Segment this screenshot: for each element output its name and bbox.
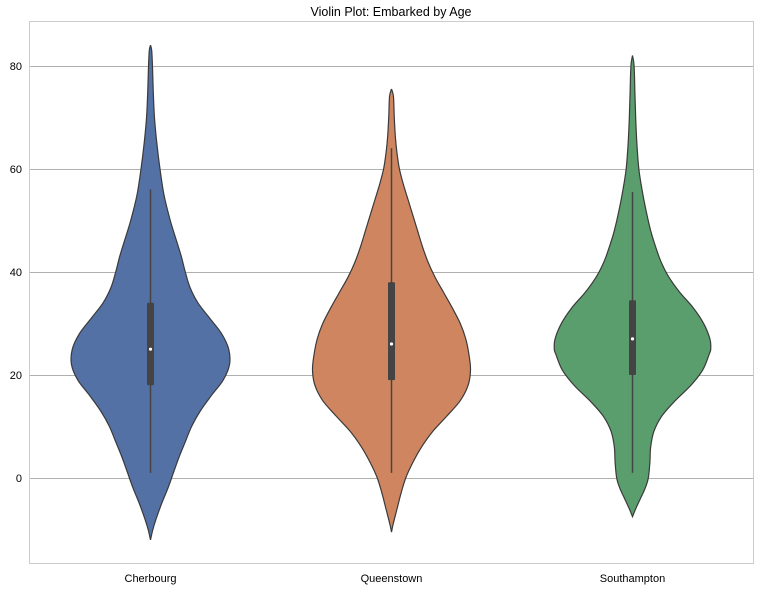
chart-title: Violin Plot: Embarked by Age [311, 5, 472, 19]
y-tick-label: 20 [10, 370, 22, 382]
y-tick-labels: 0 20 40 60 80 [10, 61, 22, 485]
iqr-box [388, 282, 395, 381]
x-tick-labels: Cherbourg Queenstown Southampton [125, 573, 666, 585]
x-tick-label: Cherbourg [125, 573, 177, 585]
inner-boxes [147, 148, 636, 473]
median-dot [148, 347, 153, 351]
y-tick-label: 60 [10, 164, 22, 176]
x-tick-label: Southampton [600, 573, 665, 585]
median-dot [630, 337, 635, 341]
median-dot [389, 342, 394, 346]
y-tick-label: 0 [16, 473, 22, 485]
y-tick-label: 40 [10, 267, 22, 279]
x-tick-label: Queenstown [361, 573, 423, 585]
plot-frame [29, 21, 754, 564]
iqr-box [147, 302, 154, 386]
y-tick-label: 80 [10, 61, 22, 73]
